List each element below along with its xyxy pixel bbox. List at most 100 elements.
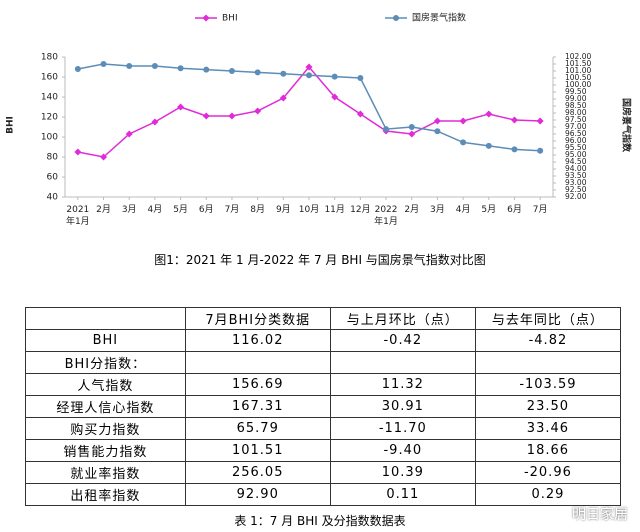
marker <box>331 93 339 101</box>
marker <box>202 14 210 22</box>
cell: 256.05 <box>184 461 331 484</box>
cell: 33.46 <box>474 417 622 440</box>
figure-caption: 图1：2021 年 1 月-2022 年 7 月 BHI 与国房景气指数对比图 <box>154 253 486 267</box>
y2-tick-label: 101.50 <box>565 59 591 68</box>
x-tick-label: 2022年1月 <box>374 205 398 227</box>
marker <box>254 69 261 76</box>
cell: BHI分指数： <box>25 351 186 374</box>
marker <box>203 66 210 73</box>
row: 销售能力指数 101.51 -9.40 18.66 <box>25 439 622 462</box>
cell: 经理人信心指数 <box>25 395 186 418</box>
y2-tick-label: 98.50 <box>565 101 587 110</box>
row: 购买力指数 65.79 -11.70 33.46 <box>25 417 622 440</box>
y-tick-label: 120 <box>41 113 58 123</box>
marker <box>536 117 544 125</box>
cell: 10.39 <box>329 461 476 484</box>
cell: 0.29 <box>474 483 622 506</box>
y2-tick-label: 99.00 <box>565 94 587 103</box>
x-tick-label: 9月 <box>275 205 291 215</box>
marker <box>202 112 210 120</box>
cell: 11.32 <box>329 373 476 396</box>
x-tick-label: 2月 <box>404 205 420 215</box>
cell: 167.31 <box>184 395 331 418</box>
y2-tick-label: 93.00 <box>565 178 587 187</box>
y2-tick-label: 101.00 <box>565 66 591 75</box>
x-tick-label: 6月 <box>507 205 522 215</box>
y-tick-label: 100 <box>41 133 58 143</box>
marker <box>331 73 338 80</box>
header-row: 7月BHI分类数据 与上月环比（点） 与去年同比（点） <box>25 307 622 330</box>
cell: 30.91 <box>329 395 476 418</box>
cell: BHI <box>25 329 186 352</box>
y2-tick-label: 94.00 <box>565 164 587 173</box>
y2-tick-label: 95.50 <box>565 143 587 152</box>
x-tick-label: 3月 <box>121 205 137 215</box>
y2-tick-label: 102.00 <box>565 52 591 61</box>
marker <box>460 139 467 146</box>
marker <box>485 142 492 149</box>
x-tick-label: 4月 <box>455 205 471 215</box>
y2-tick-label: 92.50 <box>565 185 587 194</box>
cell: 与去年同比（点） <box>474 307 622 330</box>
y-tick-label: 180 <box>41 53 58 63</box>
cell <box>184 351 331 374</box>
y-tick-label: 160 <box>41 73 58 83</box>
marker <box>177 103 185 111</box>
y2-tick-label: 92.00 <box>565 192 587 201</box>
marker <box>228 112 236 120</box>
legend-label: BHI <box>222 14 238 24</box>
cell: 出租率指数 <box>25 483 186 506</box>
row: 人气指数 156.69 11.32 -103.59 <box>25 373 622 396</box>
marker <box>151 118 159 126</box>
y2-axis-label: 国房景气指数 <box>621 98 633 153</box>
cell: 与上月环比（点） <box>329 307 476 330</box>
x-tick-label: 5月 <box>173 205 188 215</box>
row: 经理人信心指数 167.31 30.91 23.50 <box>25 395 622 418</box>
table-caption: 表 1：7 月 BHI 及分指数数据表 <box>234 514 406 528</box>
marker <box>434 128 441 135</box>
x-tick-label: 5月 <box>481 205 497 215</box>
marker <box>151 62 158 69</box>
marker <box>74 148 82 156</box>
y2-tick-label: 97.50 <box>565 115 587 124</box>
marker <box>537 147 544 154</box>
marker <box>511 146 518 153</box>
cell: -11.70 <box>329 417 476 440</box>
x-tick-label: 2021年1月 <box>65 205 90 227</box>
marker <box>279 94 287 102</box>
marker <box>100 153 108 161</box>
y2-tick-label: 93.50 <box>565 171 587 180</box>
marker <box>177 65 184 72</box>
y-tick-label: 60 <box>47 173 59 183</box>
marker <box>433 117 441 125</box>
y2-tick-label: 96.00 <box>565 136 587 145</box>
marker <box>254 107 262 115</box>
cell: 101.51 <box>184 439 331 462</box>
y2-tick-label: 97.00 <box>565 122 587 131</box>
y-tick-label: 40 <box>47 193 59 203</box>
marker <box>306 72 312 79</box>
cell: 购买力指数 <box>25 417 186 440</box>
cell: 销售能力指数 <box>25 439 186 462</box>
marker <box>357 75 364 81</box>
marker <box>485 110 493 118</box>
cell: 156.69 <box>184 373 331 396</box>
y-tick-label: 80 <box>47 153 59 163</box>
marker <box>510 116 518 124</box>
x-tick-label: 10月 <box>298 205 320 215</box>
cell <box>329 351 476 374</box>
cell: 65.79 <box>184 417 331 440</box>
cell: 人气指数 <box>25 373 186 396</box>
marker <box>408 124 415 130</box>
x-tick-label: 2月 <box>96 205 111 215</box>
legend-label: 国房景气指数 <box>412 12 466 24</box>
cell: -4.82 <box>474 329 622 352</box>
cell: 116.02 <box>184 329 331 352</box>
cell: -20.96 <box>474 461 622 484</box>
y2-tick-label: 100.00 <box>565 80 591 89</box>
cell: -103.59 <box>474 373 622 396</box>
marker <box>356 110 364 118</box>
marker <box>305 63 313 71</box>
cell: 18.66 <box>474 439 622 462</box>
